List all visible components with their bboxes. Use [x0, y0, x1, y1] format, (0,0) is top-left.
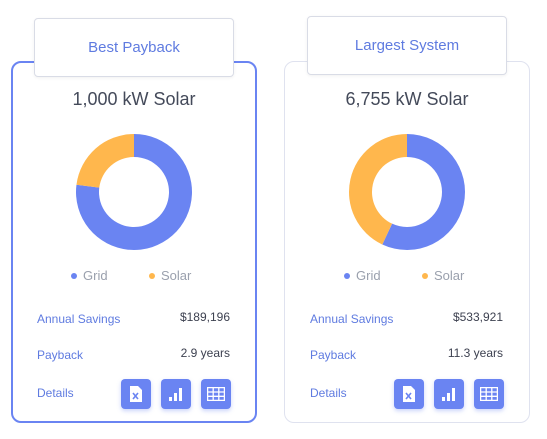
- best-payback-tab[interactable]: Best Payback: [34, 18, 234, 77]
- bar-chart-icon: [169, 388, 182, 401]
- table-icon: [480, 387, 498, 401]
- grid-legend-dot: [344, 272, 350, 279]
- details-label: Details: [37, 386, 74, 400]
- legend-solar: Solar: [149, 268, 191, 283]
- donut-chart: [76, 134, 193, 250]
- system-title: 6,755 kW Solar: [345, 89, 469, 109]
- donut-slice-solar: [76, 134, 134, 188]
- legend-grid: Grid: [344, 268, 381, 283]
- details-label: Details: [310, 386, 347, 400]
- legend-label-solar: Solar: [434, 268, 465, 283]
- legend-label-solar: Solar: [161, 268, 192, 283]
- donut-chart: [349, 134, 465, 250]
- chart-view-button[interactable]: [434, 379, 464, 409]
- payback-label: Payback: [37, 348, 84, 362]
- system-title: 1,000 kW Solar: [72, 89, 196, 109]
- excel-export-icon: [403, 386, 415, 402]
- annual-savings-label: Annual Savings: [310, 312, 394, 326]
- payback-value: 11.3 years: [447, 346, 503, 360]
- excel-export-button[interactable]: [394, 379, 424, 409]
- solar-legend-dot: [149, 272, 155, 279]
- legend-solar: Solar: [422, 268, 464, 283]
- table-view-button[interactable]: [474, 379, 504, 409]
- bar-chart-icon: [442, 388, 455, 401]
- payback-label: Payback: [310, 348, 357, 362]
- excel-export-button[interactable]: [121, 379, 151, 409]
- excel-export-icon: [130, 386, 142, 402]
- donut-slice-grid: [382, 134, 465, 250]
- legend-label-grid: Grid: [356, 268, 381, 283]
- tab-label: Best Payback: [88, 39, 180, 56]
- grid-legend-dot: [71, 272, 77, 279]
- payback-value: 2.9 years: [180, 346, 230, 360]
- table-icon: [207, 387, 225, 401]
- annual-savings-value: $533,921: [452, 310, 503, 324]
- donut-slice-grid: [76, 134, 193, 250]
- tab-label: Largest System: [354, 37, 460, 54]
- table-view-button[interactable]: [201, 379, 231, 409]
- solar-legend-dot: [422, 272, 428, 279]
- legend-label-grid: Grid: [83, 268, 108, 283]
- donut-slice-solar: [349, 134, 407, 245]
- chart-view-button[interactable]: [161, 379, 191, 409]
- largest-system-tab[interactable]: Largest System: [307, 16, 507, 75]
- annual-savings-label: Annual Savings: [37, 312, 121, 326]
- legend-grid: Grid: [71, 268, 108, 283]
- annual-savings-value: $189,196: [179, 310, 230, 324]
